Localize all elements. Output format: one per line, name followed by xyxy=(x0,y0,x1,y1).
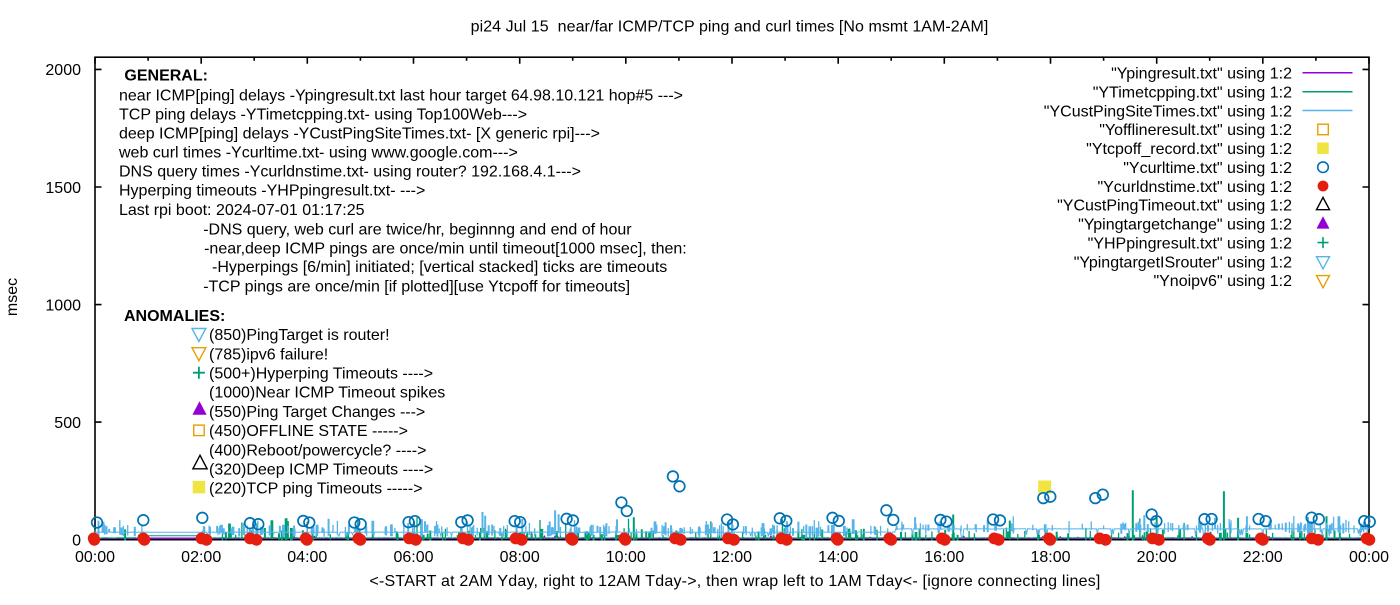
svg-text:2000: 2000 xyxy=(45,62,81,79)
svg-text:pi24 Jul 15 near/far ICMP/TCP: pi24 Jul 15 near/far ICMP/TCP ping and c… xyxy=(471,19,989,36)
svg-text:"Ytcpoff_record.txt" using 1:2: "Ytcpoff_record.txt" using 1:2 xyxy=(1086,141,1292,158)
svg-text:(785)ipv6 failure!: (785)ipv6 failure! xyxy=(209,346,328,363)
svg-text:"YTimetcpping.txt" using 1:2: "YTimetcpping.txt" using 1:2 xyxy=(1093,85,1292,102)
svg-text:(500+)Hyperping Timeouts ---->: (500+)Hyperping Timeouts ----> xyxy=(209,366,433,383)
svg-text:18:00: 18:00 xyxy=(1030,549,1070,566)
svg-text:-near,deep ICMP pings are once: -near,deep ICMP pings are once/min until… xyxy=(204,241,687,258)
svg-text:"Ynoipv6" using 1:2: "Ynoipv6" using 1:2 xyxy=(1153,273,1292,290)
svg-text:"Ycurldnstime.txt" using 1:2: "Ycurldnstime.txt" using 1:2 xyxy=(1097,179,1292,196)
svg-text:"YpingtargetISrouter" using 1:: "YpingtargetISrouter" using 1:2 xyxy=(1074,254,1292,271)
svg-text:Last rpi boot: 2024-07-01 01:1: Last rpi boot: 2024-07-01 01:17:25 xyxy=(119,202,365,219)
svg-text:"YHPpingresult.txt" using 1:2: "YHPpingresult.txt" using 1:2 xyxy=(1088,235,1292,252)
svg-text:0: 0 xyxy=(72,533,81,550)
svg-text:22:00: 22:00 xyxy=(1243,549,1283,566)
svg-text:12:00: 12:00 xyxy=(712,549,752,566)
svg-text:GENERAL:: GENERAL: xyxy=(124,67,208,84)
svg-text:08:00: 08:00 xyxy=(500,549,540,566)
svg-text:DNS query times -Ycurldnstime.: DNS query times -Ycurldnstime.txt- using… xyxy=(119,164,581,181)
svg-text:00:00: 00:00 xyxy=(1349,549,1389,566)
svg-text:(220)TCP ping Timeouts ----->: (220)TCP ping Timeouts -----> xyxy=(209,481,423,498)
svg-text:"YCustPingSiteTimes.txt" using: "YCustPingSiteTimes.txt" using 1:2 xyxy=(1044,103,1292,120)
svg-text:16:00: 16:00 xyxy=(924,549,964,566)
svg-text:02:00: 02:00 xyxy=(181,549,221,566)
svg-text:near ICMP[ping] delays -Ypingr: near ICMP[ping] delays -Ypingresult.txt … xyxy=(119,87,683,104)
svg-text:10:00: 10:00 xyxy=(606,549,646,566)
svg-text:"Ypingresult.txt" using 1:2: "Ypingresult.txt" using 1:2 xyxy=(1111,66,1292,83)
svg-text:ANOMALIES:: ANOMALIES: xyxy=(124,308,225,325)
svg-text:web curl times -Ycurltime.txt-: web curl times -Ycurltime.txt- using www… xyxy=(118,145,518,162)
svg-text:Hyperping timeouts -YHPpingres: Hyperping timeouts -YHPpingresult.txt- -… xyxy=(119,183,425,200)
svg-text:"YCustPingTimeout.txt" using 1: "YCustPingTimeout.txt" using 1:2 xyxy=(1057,198,1292,215)
svg-text:deep ICMP[ping] delays -YCustP: deep ICMP[ping] delays -YCustPingSiteTim… xyxy=(119,125,600,142)
svg-text:04:00: 04:00 xyxy=(287,549,327,566)
svg-text:(400)Reboot/powercycle? ---->: (400)Reboot/powercycle? ----> xyxy=(209,442,426,459)
svg-text:500: 500 xyxy=(54,415,81,432)
svg-text:(320)Deep ICMP Timeouts ---->: (320)Deep ICMP Timeouts ----> xyxy=(209,462,433,479)
svg-text:20:00: 20:00 xyxy=(1137,549,1177,566)
svg-text:-DNS query, web curl are twice: -DNS query, web curl are twice/hr, begin… xyxy=(203,222,632,239)
svg-text:00:00: 00:00 xyxy=(75,549,115,566)
svg-text:1000: 1000 xyxy=(45,297,81,314)
svg-text:06:00: 06:00 xyxy=(393,549,433,566)
svg-text:TCP ping delays -YTimetcpping.: TCP ping delays -YTimetcpping.txt- using… xyxy=(119,106,527,123)
svg-text:(450)OFFLINE STATE ----->: (450)OFFLINE STATE -----> xyxy=(209,423,408,440)
svg-text:(1000)Near ICMP Timeout spikes: (1000)Near ICMP Timeout spikes xyxy=(209,385,445,402)
svg-text:(850)PingTarget is router!: (850)PingTarget is router! xyxy=(209,327,390,344)
svg-text:-Hyperpings [6/min] initiated;: -Hyperpings [6/min] initiated; [vertical… xyxy=(212,259,667,276)
svg-text:"Yofflineresult.txt" using 1:2: "Yofflineresult.txt" using 1:2 xyxy=(1099,122,1292,139)
svg-text:"Ycurltime.txt" using 1:2: "Ycurltime.txt" using 1:2 xyxy=(1123,160,1292,177)
svg-text:<-START at 2AM Yday, right to: <-START at 2AM Yday, right to 12AM Tday-… xyxy=(369,573,1100,590)
svg-text:-TCP pings are once/min [if pl: -TCP pings are once/min [if plotted][use… xyxy=(203,279,630,296)
svg-text:msec: msec xyxy=(4,278,21,316)
svg-text:(550)Ping Target Changes --->: (550)Ping Target Changes ---> xyxy=(209,404,425,421)
svg-text:14:00: 14:00 xyxy=(818,549,858,566)
svg-text:"Ypingtargetchange" using 1:2: "Ypingtargetchange" using 1:2 xyxy=(1078,217,1292,234)
svg-text:1500: 1500 xyxy=(45,180,81,197)
